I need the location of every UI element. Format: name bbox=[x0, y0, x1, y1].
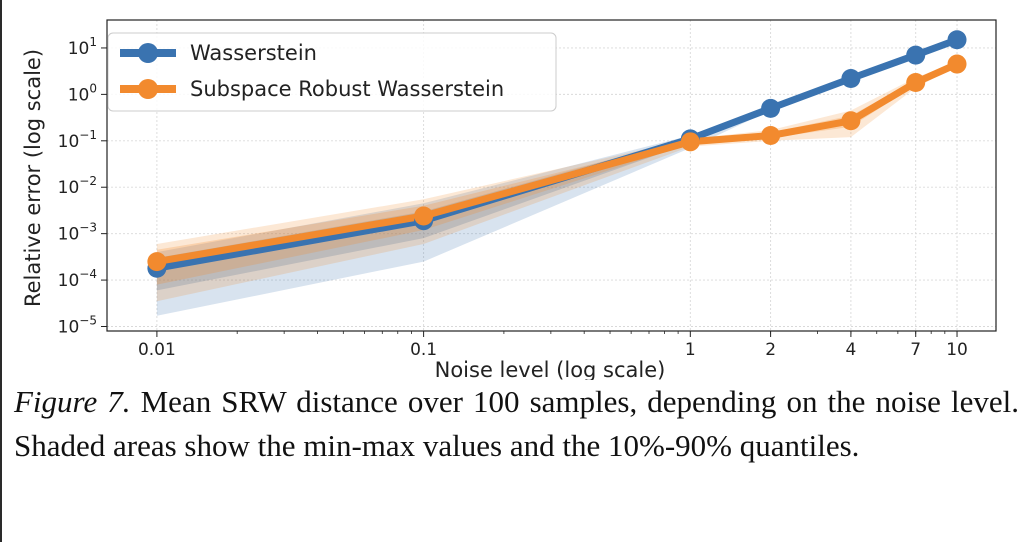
data-point-wasserstein bbox=[761, 98, 781, 118]
legend-marker-srw bbox=[138, 79, 158, 99]
data-point-srw bbox=[147, 252, 167, 272]
y-tick-label: 100 bbox=[68, 81, 97, 105]
legend-box bbox=[107, 32, 557, 112]
y-tick-label: 10−5 bbox=[58, 314, 97, 338]
x-tick-label: 10 bbox=[946, 340, 968, 360]
legend-marker-wasserstein bbox=[138, 43, 158, 63]
x-axis-ticks: 0.01 0.1 1 2 4 7 10 bbox=[138, 331, 968, 360]
x-tick-label: 1 bbox=[685, 340, 696, 360]
x-tick-label: 4 bbox=[845, 340, 856, 360]
figure-caption: Figure 7. Mean SRW distance over 100 sam… bbox=[14, 380, 1019, 468]
data-point-wasserstein bbox=[906, 45, 926, 65]
data-point-srw bbox=[680, 132, 700, 152]
y-axis-label: Relative error (log scale) bbox=[21, 49, 45, 307]
y-tick-label: 101 bbox=[68, 35, 97, 59]
data-point-srw bbox=[947, 54, 967, 74]
data-point-srw bbox=[906, 73, 926, 93]
y-tick-label: 10−3 bbox=[58, 221, 97, 245]
data-point-srw bbox=[761, 126, 781, 146]
legend-label-wasserstein: Wasserstein bbox=[190, 41, 317, 65]
series-points bbox=[147, 30, 967, 278]
y-tick-label: 10−2 bbox=[58, 174, 97, 198]
data-point-wasserstein bbox=[947, 30, 967, 50]
figure-border bbox=[0, 0, 2, 542]
plot-frame bbox=[106, 19, 997, 332]
x-tick-label: 0.1 bbox=[410, 340, 437, 360]
legend: Wasserstein Subspace Robust Wasserstein bbox=[107, 32, 557, 112]
x-tick-label: 2 bbox=[765, 340, 776, 360]
line-chart: 0.01 0.1 1 2 4 7 10 10−5 10−4 10−3 10−2 10−1 100 101… bbox=[21, 19, 997, 380]
legend-label-srw: Subspace Robust Wasserstein bbox=[190, 77, 504, 101]
data-point-srw bbox=[841, 111, 861, 131]
y-tick-label: 10−1 bbox=[58, 128, 97, 152]
y-tick-label: 10−4 bbox=[58, 267, 97, 291]
x-axis-label: Noise level (log scale) bbox=[435, 358, 666, 380]
y-axis-ticks: 10−5 10−4 10−3 10−2 10−1 100 101 bbox=[58, 35, 107, 338]
data-point-srw bbox=[414, 206, 434, 226]
data-point-wasserstein bbox=[841, 68, 861, 88]
x-tick-label: 0.01 bbox=[138, 340, 176, 360]
caption-text: Mean SRW distance over 100 samples, depe… bbox=[14, 384, 1019, 463]
caption-label: Figure 7. bbox=[14, 384, 131, 419]
x-tick-label: 7 bbox=[910, 340, 921, 360]
